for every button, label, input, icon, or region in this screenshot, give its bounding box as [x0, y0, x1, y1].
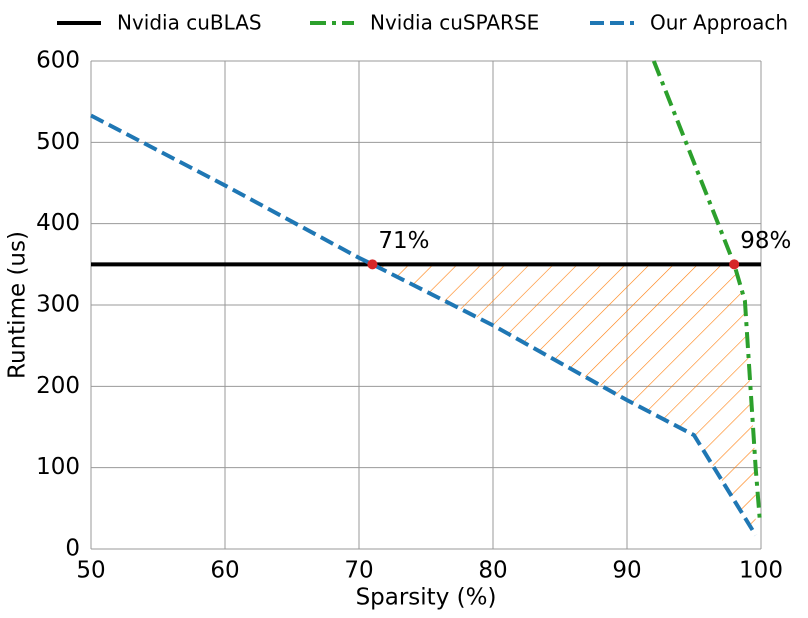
y-tick-label: 300	[36, 292, 80, 318]
legend-label: Our Approach	[650, 11, 788, 35]
series-line	[90, 113, 758, 537]
x-tick-label: 80	[478, 558, 507, 584]
y-axis-label: Runtime (us)	[5, 231, 31, 379]
x-tick-label: 100	[739, 558, 783, 584]
y-tick-label: 600	[36, 48, 80, 74]
x-tick-label: 60	[210, 558, 239, 584]
x-axis-label: Sparsity (%)	[356, 585, 497, 611]
hatch-region	[372, 264, 756, 536]
annotation: 98%	[740, 228, 791, 254]
x-tick-label: 70	[344, 558, 373, 584]
marker	[729, 259, 740, 270]
x-tick-label: 50	[76, 558, 105, 584]
legend-label: Nvidia cuSPARSE	[370, 11, 539, 35]
y-tick-label: 100	[36, 454, 80, 480]
series-line	[651, 60, 762, 521]
x-tick-label: 90	[612, 558, 641, 584]
y-tick-label: 200	[36, 373, 80, 399]
y-tick-label: 0	[65, 536, 80, 562]
annotation: 71%	[378, 228, 429, 254]
legend-label: Nvidia cuBLAS	[117, 11, 262, 35]
y-tick-label: 500	[36, 129, 80, 155]
y-tick-label: 400	[36, 210, 80, 236]
marker	[367, 259, 378, 270]
